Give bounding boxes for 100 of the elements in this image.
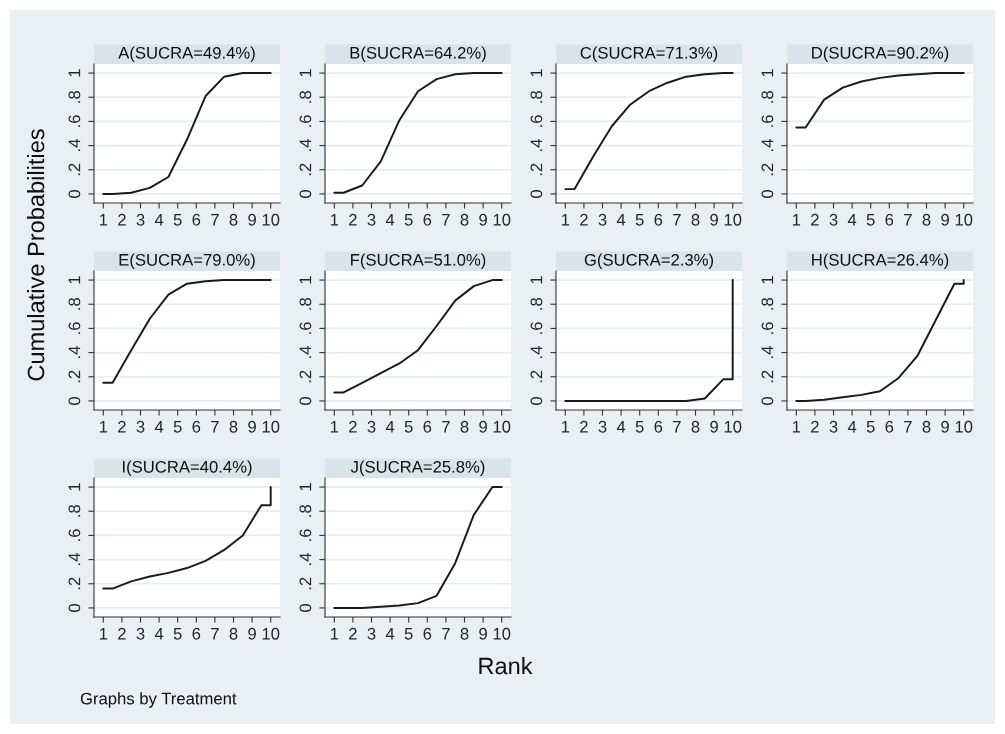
x-tick-label: 2 [580, 420, 588, 433]
y-tick-label: 1 [299, 69, 312, 77]
y-tick-label: .2 [761, 370, 774, 383]
x-tick-label: 4 [154, 421, 164, 433]
x-tick-label: 9 [479, 213, 487, 226]
x-tick-label: 2 [118, 420, 126, 433]
x-tick-label: 1 [561, 214, 570, 226]
y-tick-label: 1 [761, 69, 774, 77]
x-tick-label: 6 [423, 420, 432, 433]
x-tick-label: 5 [635, 421, 644, 433]
line-series [102, 486, 272, 590]
line-series [795, 72, 965, 129]
x-tick-label: 6 [654, 420, 663, 433]
y-tick-label: 0 [299, 189, 312, 198]
x-tick-label: 2 [118, 627, 126, 640]
line-series [102, 72, 272, 195]
x-tick-label: 4 [385, 628, 395, 640]
x-tick-label: 5 [173, 628, 182, 640]
x-tick-label: 4 [154, 628, 164, 640]
y-tick-label: 0 [299, 396, 312, 405]
y-tick-label: .2 [68, 163, 81, 176]
x-tick-label: 8 [922, 420, 931, 433]
y-tick-label: .2 [761, 163, 774, 176]
x-tick-label: 1 [330, 628, 339, 640]
x-tick-label: 5 [404, 628, 413, 640]
x-tick-label: 8 [922, 213, 931, 226]
x-tick-label: 7 [211, 214, 219, 226]
x-tick-label: 7 [442, 628, 450, 640]
y-tick-label: .2 [299, 163, 312, 176]
x-tick-label: 3 [367, 627, 376, 640]
x-tick-label: 2 [118, 213, 126, 226]
x-tick-label: 3 [598, 213, 607, 226]
text: Graphs by Treatment [80, 692, 237, 708]
y-tick-label: .2 [68, 370, 81, 383]
y-tick-label: .6 [68, 529, 81, 541]
x-tick-label: 3 [367, 213, 376, 226]
y-tick-label: .8 [68, 298, 81, 310]
y-tick-label: 1 [530, 69, 543, 77]
y-tick-label: .4 [299, 346, 312, 359]
chart-title: E(SUCRA=79.0%) [119, 253, 255, 270]
x-tick-label: 7 [904, 421, 912, 433]
x-tick-label: 6 [423, 627, 432, 640]
x-tick-label: 10 [724, 420, 742, 433]
y-tick-label: .6 [68, 322, 81, 334]
chart-title: F(SUCRA=51.0%) [351, 253, 486, 270]
x-tick-label: 7 [673, 421, 681, 433]
y-tick-label: .4 [68, 346, 81, 359]
y-tick-label: .4 [761, 346, 774, 359]
x-tick-label: 2 [349, 420, 357, 433]
y-tick-label: 1 [530, 276, 543, 284]
x-tick-label: 4 [847, 214, 857, 226]
x-tick-label: 6 [885, 420, 894, 433]
line-series [102, 279, 272, 384]
x-tick-label: 3 [136, 420, 145, 433]
x-tick-label: 1 [330, 421, 339, 433]
x-tick-label: 9 [479, 627, 487, 640]
x-tick-label: 9 [479, 420, 487, 433]
y-tick-label: .2 [299, 577, 312, 590]
x-tick-label: 7 [673, 214, 681, 226]
y-tick-label: 1 [68, 276, 81, 284]
y-tick-label: 1 [68, 483, 81, 491]
y-tick-label: .2 [530, 163, 543, 176]
y-tick-label: 1 [68, 69, 81, 77]
x-axis-title: Rank [479, 656, 533, 675]
y-tick-label: .2 [530, 370, 543, 383]
x-tick-label: 5 [635, 214, 644, 226]
x-tick-label: 10 [493, 627, 511, 640]
y-tick-label: .8 [530, 298, 543, 310]
x-tick-label: 8 [691, 420, 700, 433]
x-tick-label: 4 [385, 214, 395, 226]
y-tick-label: 0 [761, 189, 774, 198]
y-tick-label: .6 [530, 115, 543, 127]
line-series [333, 72, 503, 194]
y-tick-label: .4 [530, 139, 543, 152]
x-tick-label: 3 [367, 420, 376, 433]
y-tick-label: .8 [761, 298, 774, 310]
chart-title: I(SUCRA=40.4%) [123, 460, 252, 477]
y-tick-label: 0 [68, 396, 81, 405]
y-tick-label: 0 [530, 396, 543, 405]
chart-title: J(SUCRA=25.8%) [350, 460, 485, 477]
x-tick-label: 6 [423, 213, 432, 226]
x-tick-label: 7 [442, 421, 450, 433]
y-tick-label: .6 [530, 322, 543, 334]
x-tick-label: 3 [829, 213, 838, 226]
x-tick-label: 4 [385, 421, 395, 433]
x-tick-label: 5 [404, 421, 413, 433]
x-tick-label: 10 [493, 420, 511, 433]
y-tick-label: .4 [68, 553, 81, 566]
x-tick-label: 5 [866, 421, 875, 433]
x-tick-label: 4 [847, 421, 857, 433]
y-tick-label: .8 [299, 91, 312, 103]
x-tick-label: 4 [616, 214, 626, 226]
x-tick-label: 3 [136, 213, 145, 226]
chart-title: D(SUCRA=90.2%) [812, 46, 949, 63]
y-tick-label: .6 [299, 322, 312, 334]
y-tick-label: 1 [299, 483, 312, 491]
x-tick-label: 2 [349, 213, 357, 226]
x-tick-label: 1 [99, 421, 108, 433]
x-tick-label: 4 [154, 214, 164, 226]
x-tick-label: 6 [654, 213, 663, 226]
